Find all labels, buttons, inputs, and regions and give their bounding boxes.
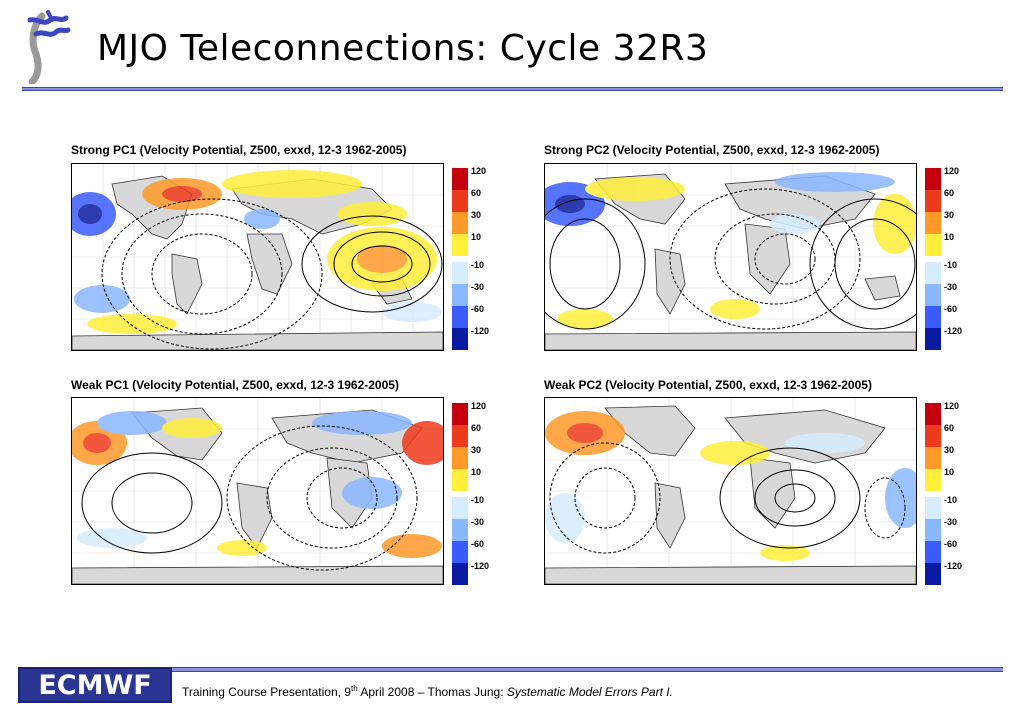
colorbar-label: 120 <box>944 166 960 176</box>
colorbar-label: 120 <box>471 166 487 176</box>
colorbar-weak-pc2: 120 60 30 10 -10 -30 -60 -120 <box>925 401 979 585</box>
colorbar-swatch <box>925 563 941 585</box>
colorbar-swatch <box>925 262 941 284</box>
colorbar-label: 30 <box>944 210 955 220</box>
colorbar-swatch <box>925 212 941 234</box>
colorbar-label: 120 <box>944 401 960 411</box>
colorbar-swatch <box>452 328 468 350</box>
colorbar-swatch <box>925 403 941 425</box>
colorbar-swatch <box>452 469 468 491</box>
colorbar-swatch <box>925 497 941 519</box>
colorbar-label: -30 <box>944 517 958 527</box>
colorbar-label: -10 <box>471 495 485 505</box>
colorbar-label: 60 <box>944 423 955 433</box>
colorbar-label: -30 <box>944 282 958 292</box>
colorbar-label: 10 <box>944 467 955 477</box>
colorbar-swatch <box>452 190 468 212</box>
colorbar-label: 30 <box>944 445 955 455</box>
colorbar-label: -120 <box>471 561 490 571</box>
colorbar-label: 10 <box>471 467 482 477</box>
colorbar-label: -10 <box>944 260 958 270</box>
colorbar-strong-pc2: 120 60 30 10 -10 -30 -60 -120 <box>925 166 979 350</box>
colorbar-label: 60 <box>471 423 482 433</box>
panel-title-strong-pc1: Strong PC1 (Velocity Potential, Z500, ex… <box>71 143 407 157</box>
colorbar-swatch <box>925 469 941 491</box>
colorbar-label: 60 <box>471 188 482 198</box>
colorbar-swatch <box>925 284 941 306</box>
colorbar-label: -60 <box>471 304 485 314</box>
colorbar-swatch <box>452 497 468 519</box>
footer-divider <box>172 667 1003 672</box>
map-weak-pc1 <box>71 397 444 585</box>
colorbar-label: -10 <box>944 495 958 505</box>
title-divider <box>22 87 1003 91</box>
colorbar-strong-pc1: 120 60 30 10 -10 -30 -60 -120 <box>452 166 506 350</box>
colorbar-label: 30 <box>471 445 482 455</box>
colorbar-swatch <box>452 212 468 234</box>
colorbar-swatch <box>925 306 941 328</box>
colorbar-swatch <box>452 234 468 256</box>
colorbar-swatch <box>452 447 468 469</box>
colorbar-label: -60 <box>944 539 958 549</box>
panel-title-weak-pc2: Weak PC2 (Velocity Potential, Z500, exxd… <box>544 378 872 392</box>
colorbar-swatch <box>452 563 468 585</box>
colorbar-label: -60 <box>944 304 958 314</box>
colorbar-swatch <box>925 328 941 350</box>
colorbar-label: -60 <box>471 539 485 549</box>
colorbar-swatch <box>452 519 468 541</box>
colorbar-swatch <box>452 168 468 190</box>
colorbar-label: 60 <box>944 188 955 198</box>
panel-title-weak-pc1: Weak PC1 (Velocity Potential, Z500, exxd… <box>71 378 399 392</box>
colorbar-swatch <box>452 541 468 563</box>
colorbar-swatch <box>452 306 468 328</box>
colorbar-label: 120 <box>471 401 487 411</box>
colorbar-swatch <box>452 403 468 425</box>
footer-text: Training Course Presentation, 9th April … <box>182 684 673 699</box>
colorbar-label: -120 <box>944 561 963 571</box>
map-strong-pc1 <box>71 163 444 351</box>
colorbar-swatch <box>452 284 468 306</box>
colorbar-label: -30 <box>471 517 485 527</box>
colorbar-label: 30 <box>471 210 482 220</box>
footer-text-mid: April 2008 – Thomas Jung: <box>357 685 507 699</box>
colorbar-swatch <box>925 234 941 256</box>
colorbar-label: -120 <box>944 326 963 336</box>
colorbar-label: 10 <box>471 232 482 242</box>
colorbar-label: -30 <box>471 282 485 292</box>
colorbar-swatch <box>925 519 941 541</box>
colorbar-swatch <box>925 541 941 563</box>
slide-title: MJO Teleconnections: Cycle 32R3 <box>97 28 709 69</box>
colorbar-weak-pc1: 120 60 30 10 -10 -30 -60 -120 <box>452 401 506 585</box>
colorbar-swatch <box>452 425 468 447</box>
panel-title-strong-pc2: Strong PC2 (Velocity Potential, Z500, ex… <box>544 143 880 157</box>
footer-text-prefix: Training Course Presentation, 9 <box>182 685 351 699</box>
map-weak-pc2 <box>544 397 917 585</box>
colorbar-swatch <box>925 447 941 469</box>
colorbar-label: 10 <box>944 232 955 242</box>
colorbar-swatch <box>452 262 468 284</box>
colorbar-swatch <box>925 168 941 190</box>
ecmwf-swirl-logo-icon <box>27 10 71 84</box>
footer-text-italic: Systematic Model Errors Part I. <box>506 685 673 699</box>
colorbar-swatch <box>925 190 941 212</box>
ecmwf-footer-logo: ECMWF <box>18 667 172 703</box>
colorbar-label: -120 <box>471 326 490 336</box>
colorbar-label: -10 <box>471 260 485 270</box>
footer-text-sup: th <box>350 684 358 693</box>
map-strong-pc2 <box>544 163 917 351</box>
colorbar-swatch <box>925 425 941 447</box>
